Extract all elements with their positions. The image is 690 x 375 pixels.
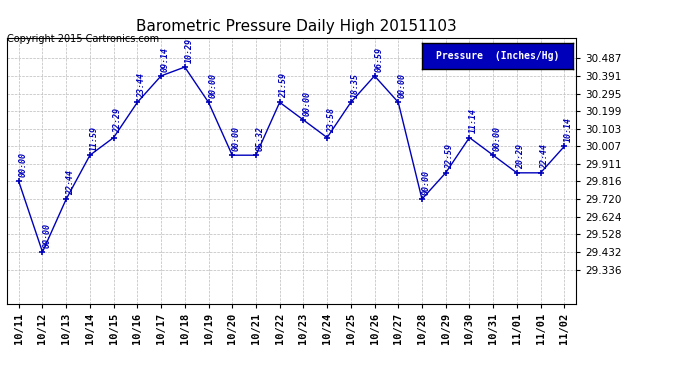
Text: 00:00: 00:00: [398, 73, 407, 98]
Text: 23:44: 23:44: [137, 73, 146, 98]
Text: 10:14: 10:14: [564, 117, 573, 142]
Text: 00:00: 00:00: [19, 152, 28, 177]
Text: 18:35: 18:35: [351, 73, 359, 98]
Text: 00:00: 00:00: [303, 91, 312, 116]
Text: 06:59: 06:59: [374, 47, 383, 72]
Text: 22:44: 22:44: [540, 144, 549, 169]
Text: 22:59: 22:59: [445, 144, 454, 169]
Text: 20:29: 20:29: [517, 144, 526, 169]
Text: Copyright 2015 Cartronics.com: Copyright 2015 Cartronics.com: [7, 34, 159, 44]
Text: 00:00: 00:00: [42, 223, 51, 248]
Text: 22:29: 22:29: [113, 108, 122, 134]
Text: 21:59: 21:59: [279, 73, 288, 98]
Text: 22:44: 22:44: [66, 170, 75, 195]
Text: 11:14: 11:14: [469, 108, 478, 134]
Text: 00:00: 00:00: [422, 170, 431, 195]
Text: 09:14: 09:14: [161, 47, 170, 72]
Text: 23:58: 23:58: [327, 108, 336, 134]
Text: 05:32: 05:32: [255, 126, 264, 151]
Text: 00:00: 00:00: [232, 126, 241, 151]
Text: 00:00: 00:00: [493, 126, 502, 151]
Text: 11:59: 11:59: [90, 126, 99, 151]
Text: Barometric Pressure Daily High 20151103: Barometric Pressure Daily High 20151103: [137, 19, 457, 34]
Text: 00:00: 00:00: [208, 73, 217, 98]
Text: 10:29: 10:29: [184, 38, 193, 63]
